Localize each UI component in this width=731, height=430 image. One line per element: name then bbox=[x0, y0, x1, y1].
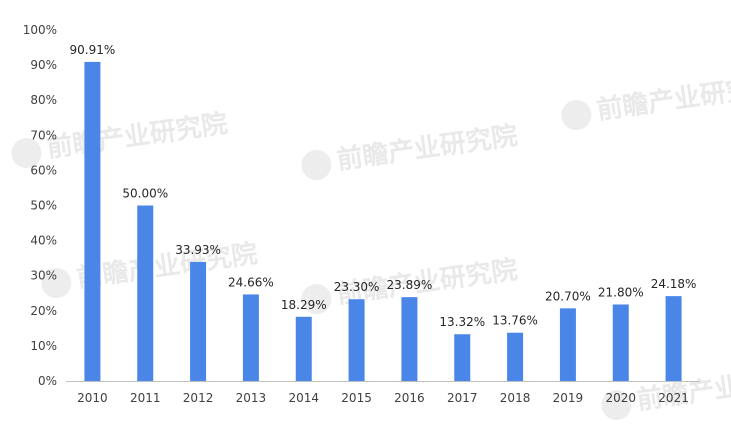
bar bbox=[401, 297, 418, 381]
bar bbox=[665, 296, 682, 381]
y-tick-label: 100% bbox=[23, 23, 57, 37]
y-tick-label: 90% bbox=[30, 58, 57, 72]
data-label: 13.32% bbox=[439, 315, 485, 329]
y-axis: 0% 10% 20% 30% 40% 50% 60% 70% 80% 90% 100% bbox=[23, 23, 57, 388]
bar bbox=[559, 308, 576, 381]
x-tick-label: 2021 bbox=[658, 391, 689, 405]
x-tick-label: 2015 bbox=[341, 391, 372, 405]
x-tick-label: 2017 bbox=[447, 391, 478, 405]
data-label: 33.93% bbox=[175, 243, 221, 257]
x-tick-label: 2020 bbox=[605, 391, 636, 405]
data-label: 24.18% bbox=[651, 277, 697, 291]
x-tick-label: 2018 bbox=[500, 391, 531, 405]
data-label: 21.80% bbox=[598, 285, 644, 299]
data-label: 23.30% bbox=[334, 280, 380, 294]
data-label: 13.76% bbox=[492, 314, 538, 328]
x-tick-label: 2016 bbox=[394, 391, 425, 405]
x-tick-label: 2012 bbox=[183, 391, 214, 405]
x-tick-label: 2013 bbox=[236, 391, 267, 405]
data-label: 24.66% bbox=[228, 275, 274, 289]
data-label: 50.00% bbox=[122, 187, 168, 201]
data-label: 23.89% bbox=[387, 278, 433, 292]
y-tick-label: 50% bbox=[30, 199, 57, 213]
bar bbox=[190, 261, 207, 381]
y-tick-label: 20% bbox=[30, 304, 57, 318]
x-axis: 2010 2011 2012 2013 2014 2015 2016 2017 2018 2019… bbox=[77, 391, 689, 405]
bar bbox=[507, 332, 524, 381]
bar bbox=[137, 205, 154, 381]
y-tick-label: 60% bbox=[30, 163, 57, 177]
y-tick-label: 0% bbox=[38, 374, 57, 388]
bar bbox=[242, 294, 259, 381]
data-label: 20.70% bbox=[545, 289, 591, 303]
bar bbox=[348, 299, 365, 381]
data-label: 18.29% bbox=[281, 298, 327, 312]
y-tick-label: 80% bbox=[30, 93, 57, 107]
x-tick-label: 2019 bbox=[553, 391, 584, 405]
x-tick-label: 2011 bbox=[130, 391, 161, 405]
y-tick-label: 40% bbox=[30, 234, 57, 248]
bar bbox=[295, 316, 312, 381]
y-tick-label: 10% bbox=[30, 339, 57, 353]
x-tick-label: 2010 bbox=[77, 391, 108, 405]
data-labels: 90.91% 50.00% 33.93% 24.66% 18.29% 23.30% 23.8… bbox=[70, 43, 697, 329]
bar bbox=[454, 334, 471, 381]
y-tick-label: 70% bbox=[30, 128, 57, 142]
bar bbox=[612, 304, 629, 381]
x-tick-label: 2014 bbox=[288, 391, 319, 405]
bar bbox=[84, 61, 101, 382]
bar-series bbox=[84, 61, 682, 382]
data-label: 90.91% bbox=[70, 43, 116, 57]
y-tick-label: 30% bbox=[30, 269, 57, 283]
